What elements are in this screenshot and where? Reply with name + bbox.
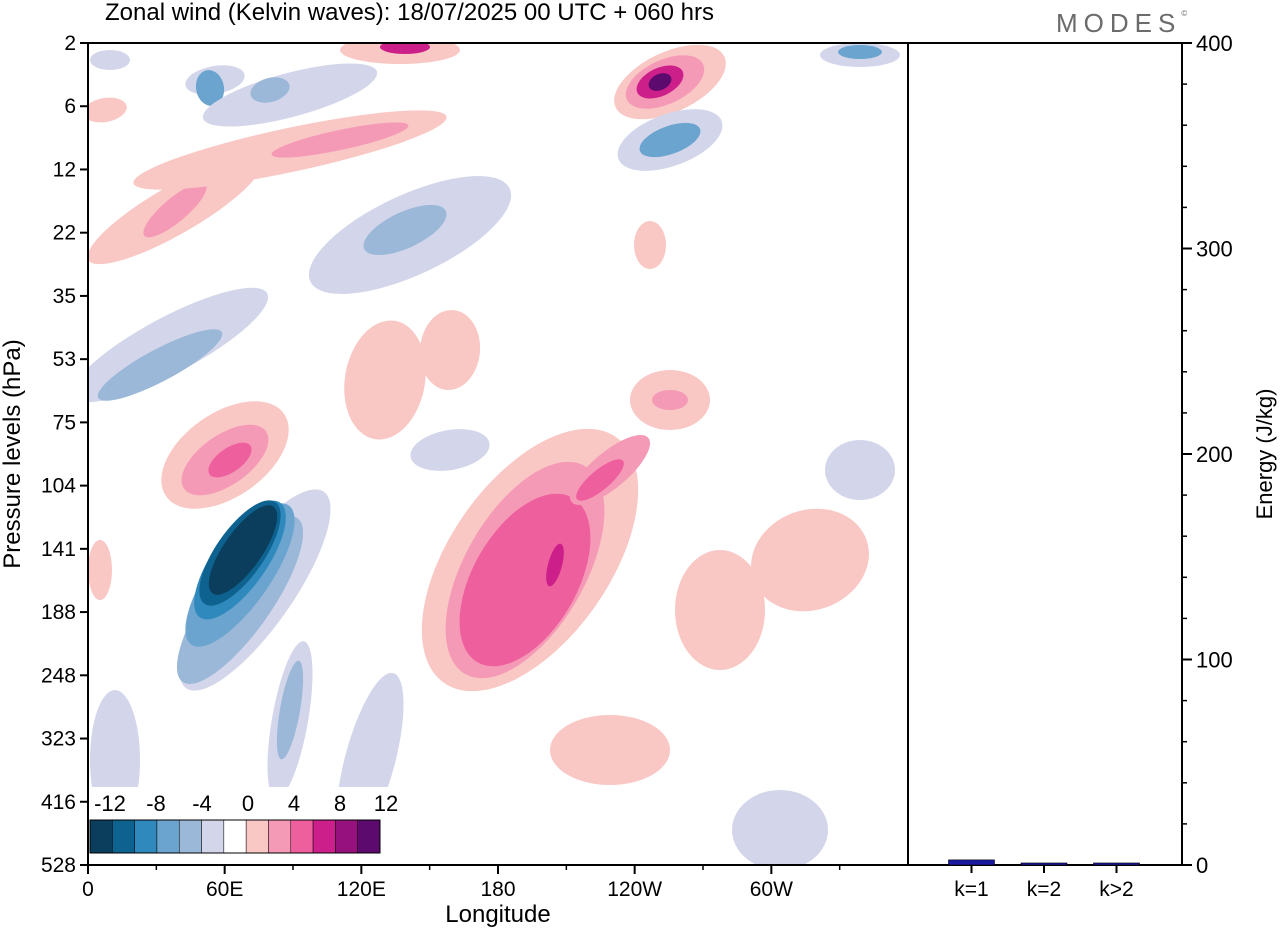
energy-frame <box>907 42 1183 866</box>
pos-anomaly-contour <box>380 43 430 54</box>
pos-anomaly-contour <box>419 310 481 390</box>
x-tick-label: 180 <box>480 878 515 901</box>
energy-category-label: k=2 <box>1027 878 1061 901</box>
y-tick-label: 188 <box>41 601 76 624</box>
x-tick-label: 0 <box>82 878 94 901</box>
neg-anomaly-contour <box>90 50 130 70</box>
pos-anomaly-contour <box>208 442 252 478</box>
x-tick-label: 60W <box>750 878 793 901</box>
y-tick-label: 12 <box>53 158 76 181</box>
energy-bar <box>1093 862 1140 866</box>
neg-anomaly-contour <box>363 204 447 256</box>
x-axis-label: Longitude <box>445 901 550 928</box>
pos-anomaly-contour <box>652 390 688 410</box>
wind-contours <box>88 43 900 865</box>
pos-anomaly-contour <box>459 493 591 667</box>
chart-title: Zonal wind (Kelvin waves): 18/07/2025 00… <box>105 0 714 26</box>
neg-anomaly-contour <box>97 329 223 401</box>
energy-tick-label: 100 <box>1196 648 1233 673</box>
colorbar-cell <box>223 819 247 854</box>
y-tick-label: 248 <box>41 664 76 687</box>
y-tick-label: 22 <box>53 222 76 245</box>
colorbar-cell <box>312 819 336 854</box>
energy-category-label: k=1 <box>954 878 988 901</box>
neg-anomaly-contour <box>202 63 378 127</box>
energy-bars: k=1 k=2 k>2 <box>948 859 1140 901</box>
energy-axis-label: Energy (J/kg) <box>1252 389 1277 520</box>
modes-logo: MODES© <box>1056 8 1187 39</box>
pos-anomaly-contour <box>751 508 869 612</box>
colorbar-cell <box>178 819 202 854</box>
pos-anomaly-contour <box>546 543 564 587</box>
heatmap-plot: -12 -8 -4 0 4 8 12 0 60E 120E 180 120W 60W 2 6 12 22 35… <box>0 32 909 928</box>
pos-anomaly-contour <box>271 122 409 158</box>
colorbar: -12 -8 -4 0 4 8 12 <box>88 787 398 861</box>
energy-bar <box>948 859 995 866</box>
pos-anomaly-contour <box>550 715 670 785</box>
x-axis: 0 60E 120E 180 120W 60W <box>82 865 841 901</box>
energy-axis: 0 100 200 300 400 <box>1182 31 1233 878</box>
y-tick-label: 2 <box>64 32 76 55</box>
neg-anomaly-contour <box>838 45 882 59</box>
y-tick-label: 141 <box>41 538 76 561</box>
y-tick-label: 528 <box>41 854 76 877</box>
colorbar-cell <box>268 819 292 854</box>
colorbar-label: 4 <box>288 791 300 816</box>
pos-anomaly-contour <box>675 550 765 670</box>
colorbar-label: 0 <box>242 791 254 816</box>
y-tick-label: 104 <box>41 475 76 498</box>
energy-tick-label: 0 <box>1196 853 1208 878</box>
neg-anomaly-contour <box>208 505 278 595</box>
neg-anomaly-contour <box>639 122 701 158</box>
pos-anomaly-contour <box>88 97 127 123</box>
colorbar-cell <box>201 819 225 854</box>
colorbar-cell <box>335 819 358 854</box>
y-axis-label: Pressure levels (hPa) <box>0 339 26 568</box>
x-tick-label: 60E <box>206 878 243 901</box>
pos-anomaly-contour <box>648 73 672 91</box>
colorbar-cell <box>245 819 269 854</box>
pos-anomaly-contour <box>88 540 112 600</box>
pos-anomaly-contour <box>634 221 666 269</box>
neg-anomaly-contour <box>250 77 290 103</box>
energy-tick-label: 400 <box>1196 31 1233 56</box>
neg-anomaly-contour <box>732 790 828 865</box>
pos-anomaly-contour <box>344 320 426 440</box>
colorbar-label: 12 <box>374 791 398 816</box>
colorbar-cell <box>134 819 158 854</box>
colorbar-label: 8 <box>334 791 346 816</box>
colorbar-cell <box>89 819 113 854</box>
energy-tick-label: 200 <box>1196 442 1233 467</box>
y-axis: 2 6 12 22 35 53 75 104 141 188 248 323 416 528 <box>41 32 88 877</box>
neg-anomaly-contour <box>825 440 895 500</box>
neg-anomaly-contour <box>410 429 490 471</box>
y-tick-label: 53 <box>53 348 76 371</box>
pos-anomaly-contour <box>576 459 624 501</box>
colorbar-label: -8 <box>146 791 166 816</box>
neg-anomaly-contour <box>276 660 304 760</box>
colorbar-label: -12 <box>94 791 126 816</box>
colorbar-cell <box>290 819 314 854</box>
colorbar-cell <box>357 819 381 854</box>
colorbar-frame <box>89 819 381 854</box>
y-tick-label: 323 <box>41 728 76 751</box>
colorbar-label: -4 <box>192 791 212 816</box>
y-tick-label: 75 <box>53 411 76 434</box>
y-tick-label: 416 <box>41 791 76 814</box>
colorbar-cell <box>156 819 180 854</box>
energy-plot: k=1 k=2 k>2 0 100 200 300 400 Energy (J/kg) <box>907 31 1277 901</box>
energy-category-label: k>2 <box>1099 878 1133 901</box>
pos-anomaly-contour <box>143 182 207 238</box>
x-tick-label: 120W <box>607 878 662 901</box>
y-tick-label: 6 <box>64 95 76 118</box>
colorbar-cell <box>112 819 135 854</box>
neg-anomaly-contour <box>195 70 225 106</box>
y-tick-label: 35 <box>53 285 76 308</box>
x-tick-label: 120E <box>337 878 386 901</box>
energy-tick-label: 300 <box>1196 237 1233 262</box>
brand-text: MODES <box>1056 8 1182 38</box>
energy-bar <box>1020 862 1068 866</box>
brand-mark: © <box>1181 9 1188 19</box>
